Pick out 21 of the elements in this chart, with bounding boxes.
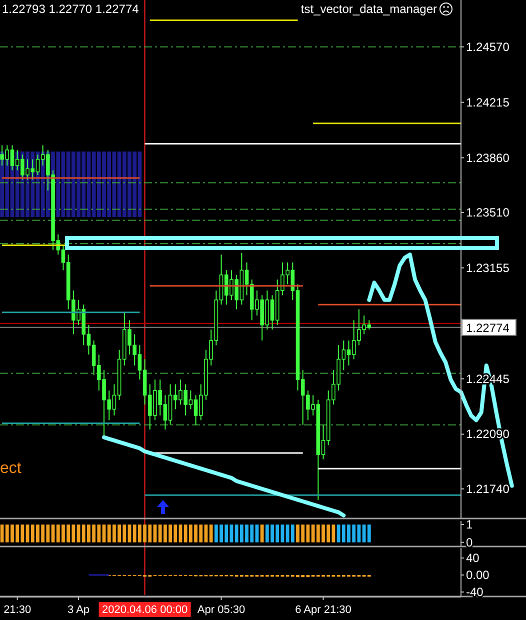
y-tick-label: 1 [466,518,473,532]
y-tick-label: 1.24215 [466,95,510,110]
y-tick-label: 40 [466,550,480,565]
ref-line-label: 1.22774 [466,320,510,335]
y-tick-label: 0.00 [466,568,490,582]
x-tick-label: 3 Ap [68,604,90,616]
y-tick-label: -40 [466,585,484,600]
x-tick-label: Apr 05:30 [197,604,246,616]
annotation: tst_vector_data_manager [300,2,437,16]
annotation: 1.22793 1.22770 1.22774 [2,2,140,16]
x-tick-label: 2020.04.06 00:00 [102,604,188,616]
annotation: ect [0,460,22,477]
line-series [102,435,346,518]
y-tick-label: 1.23510 [466,205,510,220]
y-tick-label: 0 [466,535,473,550]
y-tick-label: 1.21740 [466,482,510,496]
y-tick-label: 1.24570 [466,40,510,54]
x-tick-label: 6 Apr 21:30 [295,604,352,616]
y-tick-label: 1.23155 [466,260,510,275]
y-tick-label: 1.23860 [466,150,510,165]
x-tick-label: 21:30 [4,604,32,616]
